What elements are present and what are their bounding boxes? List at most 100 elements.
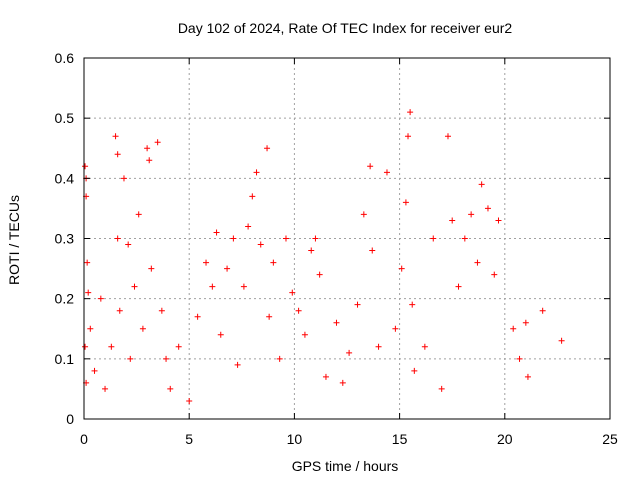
data-point [407,109,414,116]
x-tick-label: 20 [497,431,513,447]
data-point [308,247,315,254]
data-point [240,283,247,290]
y-axis-ticks: 0 0.1 0.2 0.3 0.4 0.5 0.6 [55,50,610,427]
data-point [455,283,462,290]
data-point [495,217,502,224]
data-point [266,313,273,320]
data-point [421,343,428,350]
data-point [186,397,193,404]
data-point [264,145,271,152]
data-point [449,217,456,224]
y-tick-label: 0.4 [55,170,75,186]
data-point [114,235,121,242]
chart-title: Day 102 of 2024, Rate Of TEC Index for r… [178,20,513,36]
data-point [295,307,302,314]
data-point [430,235,437,242]
data-point [102,385,109,392]
data-point [558,337,565,344]
data-point [234,361,241,368]
data-point [346,349,353,356]
y-tick-label: 0.5 [55,110,75,126]
x-tick-label: 15 [392,431,408,447]
y-axis-label: ROTI / TECUs [6,195,22,285]
x-axis-ticks: 0 5 10 15 20 25 [80,58,618,447]
data-point [491,271,498,278]
y-tick-label: 0 [66,411,74,427]
data-point [108,343,115,350]
data-point [478,181,485,188]
data-point [230,235,237,242]
data-point [461,235,468,242]
data-point [82,163,89,170]
data-point [360,211,367,218]
data-point [116,307,123,314]
data-point [224,265,231,272]
x-axis-label: GPS time / hours [292,458,399,474]
data-point [367,163,374,170]
data-point [194,313,201,320]
data-point [85,289,92,296]
data-point [249,193,256,200]
data-point [383,169,390,176]
data-point [524,373,531,380]
data-point [114,151,121,158]
data-point [301,331,308,338]
data-point [276,355,283,362]
x-tick-label: 10 [287,431,303,447]
data-point [282,235,289,242]
grid [84,58,610,419]
data-point [316,271,323,278]
data-point [213,229,220,236]
data-point [120,175,127,182]
data-point [203,259,210,266]
data-point [516,355,523,362]
data-point [438,385,445,392]
x-tick-label: 5 [185,431,193,447]
y-tick-label: 0.1 [55,351,75,367]
x-tick-label: 25 [602,431,618,447]
data-point [354,301,361,308]
data-point [539,307,546,314]
data-points [82,109,565,404]
data-point [158,307,165,314]
y-tick-label: 0.6 [55,50,75,66]
data-point [245,223,252,230]
data-point [270,259,277,266]
data-point [154,139,161,146]
data-point [392,325,399,332]
data-point [209,283,216,290]
data-point [82,343,89,350]
data-point [409,301,416,308]
data-point [257,241,264,248]
data-point [484,205,491,212]
data-point [369,247,376,254]
y-tick-label: 0.2 [55,291,75,307]
data-point [144,145,151,152]
data-point [444,133,451,140]
data-point [131,283,138,290]
data-point [253,169,260,176]
data-point [217,331,224,338]
data-point [163,355,170,362]
data-point [84,259,91,266]
data-point [339,379,346,386]
data-point [139,325,146,332]
data-point [127,355,134,362]
data-point [167,385,174,392]
data-point [510,325,517,332]
data-point [97,295,104,302]
data-point [175,343,182,350]
data-point [522,319,529,326]
data-point [411,367,418,374]
data-point [375,343,382,350]
x-tick-label: 0 [80,431,88,447]
data-point [405,133,412,140]
data-point [468,211,475,218]
data-point [312,235,319,242]
data-point [322,373,329,380]
data-point [112,133,119,140]
data-point [474,259,481,266]
data-point [289,289,296,296]
